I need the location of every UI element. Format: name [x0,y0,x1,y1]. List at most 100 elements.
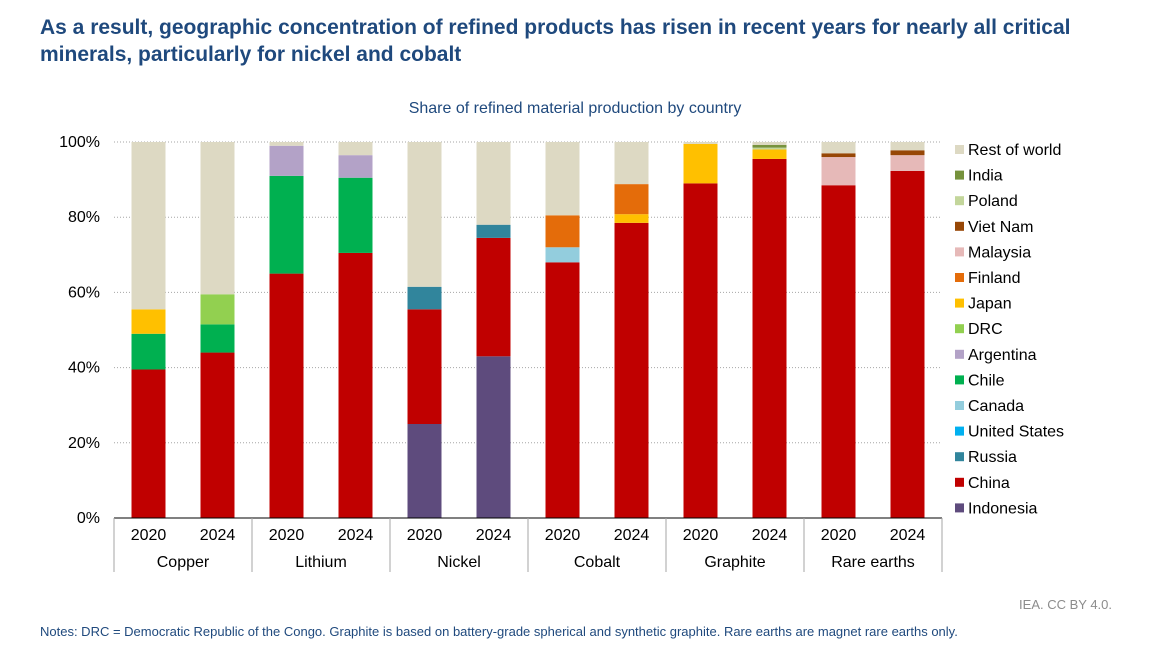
x-tick-label: 2024 [338,527,374,544]
legend-swatch [955,401,964,410]
legend-swatch [955,196,964,206]
bar-segment [821,157,856,186]
legend-swatch [955,324,964,334]
axes: 0% 20% 40% 60% 80% 100% 2020 2024 2020 2024 2020 20… [59,134,943,572]
bar-segment [752,142,787,146]
bar-segment [131,142,166,310]
bar-segment [338,155,373,178]
bar-segment [683,143,718,184]
bar-segment [476,224,511,238]
group-label: Rare earths [831,554,915,571]
x-tick-label: 2020 [683,527,719,544]
legend-label: Russia [968,449,1017,466]
bar-segment [131,309,166,334]
legend-swatch [955,298,964,308]
bar-segment [269,273,304,518]
bar-segment [890,155,925,171]
y-tick-label: 60% [68,284,100,301]
chart-notes: Notes: DRC = Democratic Republic of the … [40,624,958,639]
legend-label: India [968,168,1003,185]
x-tick-label: 2020 [407,527,443,544]
legend-label: United States [968,424,1064,441]
bar-segment [614,214,649,223]
legend-label: Malaysia [968,244,1031,261]
legend-label: Viet Nam [968,219,1034,236]
legend-label: Chile [968,372,1005,389]
legend-label: Poland [968,193,1018,210]
legend-label: China [968,475,1010,492]
gridlines [114,141,942,444]
bar-segment [545,247,580,263]
bar-segment [407,286,442,310]
x-tick-label: 2020 [131,527,167,544]
bar-segment [545,142,580,216]
bar-segment [890,150,925,156]
legend-swatch [955,247,964,257]
source-credit: IEA. CC BY 4.0. [1019,597,1112,612]
bar-segment [821,142,856,154]
bar-segment [752,158,787,519]
bar-segment [200,142,235,295]
bar-segment [821,185,856,519]
bar-segment [683,142,718,144]
bar-segment [476,356,511,518]
bar-segment [269,175,304,274]
bar-segment [545,215,580,248]
bar-segment [752,145,787,148]
group-label: Graphite [704,554,765,571]
group-label: Cobalt [574,554,621,571]
bar-segment [338,177,373,253]
legend-swatch [955,349,964,359]
legend-swatch [955,477,964,487]
x-tick-label: 2024 [200,527,236,544]
bar-segment [752,149,787,159]
group-label: Lithium [295,554,347,571]
legend-label: DRC [968,321,1003,338]
bar-segment [614,222,649,518]
legend-swatch [955,452,964,462]
bars [131,142,925,519]
legend-label: Canada [968,398,1024,415]
bar-segment [614,184,649,215]
x-tick-label: 2024 [476,527,512,544]
bar-segment [131,333,166,370]
y-tick-label: 20% [68,435,100,452]
x-tick-label: 2020 [821,527,857,544]
bar-segment [890,170,925,518]
group-label: Nickel [437,554,481,571]
bar-segment [269,145,304,176]
y-tick-label: 0% [77,510,100,527]
x-tick-label: 2020 [545,527,581,544]
legend-label: Rest of world [968,142,1061,159]
chart-title: Share of refined material production by … [408,100,742,117]
legend-label: Japan [968,296,1012,313]
legend-swatch [955,145,964,154]
bar-segment [338,252,373,519]
y-tick-label: 80% [68,209,100,226]
bar-segment [614,142,649,185]
bar-segment [821,153,856,158]
legend-label: Argentina [968,347,1037,364]
legend-swatch [955,170,964,180]
group-label: Copper [157,554,210,571]
bar-segment [407,309,442,424]
legend-swatch [955,503,964,513]
bar-segment [545,262,580,518]
legend-swatch [955,375,964,385]
x-tick-label: 2024 [890,527,926,544]
legend-swatch [955,426,964,436]
x-tick-label: 2024 [752,527,788,544]
bar-segment [200,294,235,325]
legend-label: Indonesia [968,500,1037,517]
bar-segment [752,147,787,150]
legend-swatch [955,273,964,282]
y-tick-label: 100% [59,134,100,151]
x-tick-label: 2024 [614,527,650,544]
legend: Rest of world India Poland Viet Nam Malaysia… [955,142,1064,517]
bar-segment [476,237,511,357]
bar-segment [407,424,442,518]
page-title: As a result, geographic concentration of… [40,16,1071,66]
bar-segment [890,142,925,151]
y-tick-label: 40% [68,360,100,377]
